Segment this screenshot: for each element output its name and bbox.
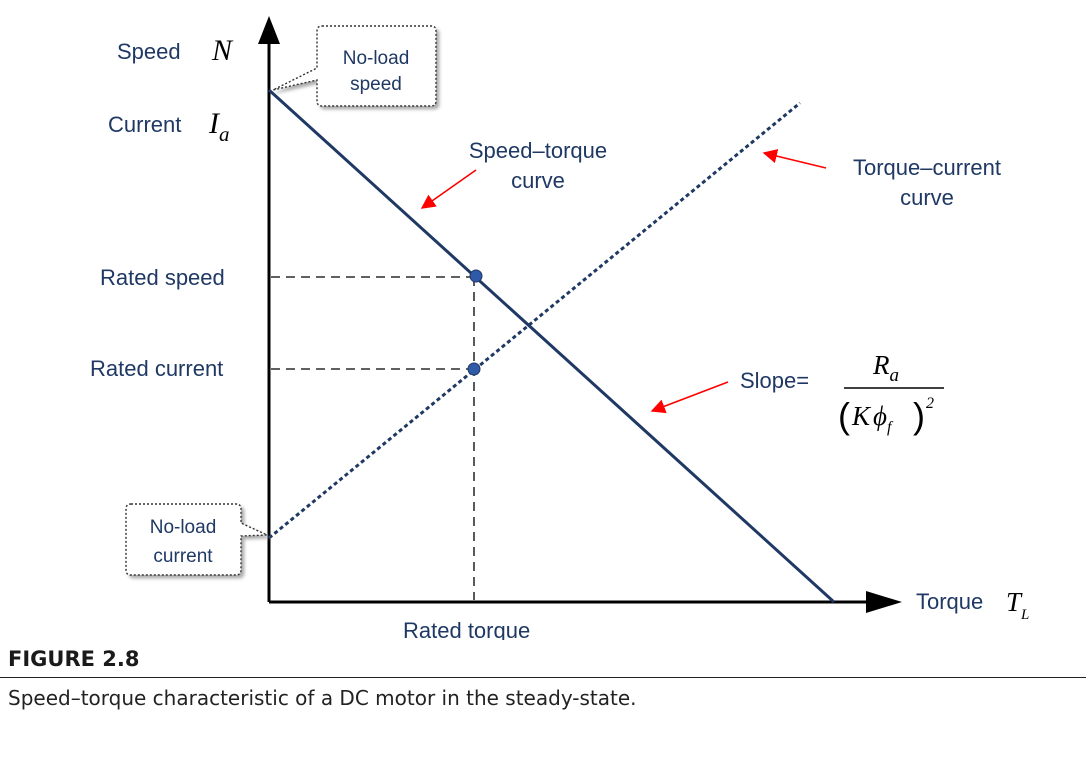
x-axis-arrow-icon <box>866 591 902 613</box>
y-symbol-speed: N <box>211 34 234 67</box>
rated-speed-label: Rated speed <box>100 265 225 290</box>
slope-denominator-phi: ϕf <box>873 401 894 436</box>
y-label-current: Current <box>108 112 181 137</box>
no-load-current-line2: current <box>153 546 213 567</box>
torque-current-curve <box>268 101 801 540</box>
y-label-speed: Speed <box>117 39 181 64</box>
slope-exponent: 2 <box>926 395 934 412</box>
torque-current-label-line2: curve <box>900 185 954 210</box>
speed-torque-diagram: Speed N Current Ia Torque TL Rated speed… <box>90 16 1029 640</box>
slope-label: Slope= <box>740 368 809 393</box>
speed-torque-pointer-arrow-icon <box>420 169 477 209</box>
no-load-speed-line2: speed <box>350 74 402 95</box>
speed-torque-curve <box>267 88 836 604</box>
no-load-speed-callout: No-load speed <box>272 25 437 107</box>
y-symbol-current: Ia <box>208 107 230 146</box>
x-symbol-torque: TL <box>1006 587 1029 623</box>
no-load-current-line1: No-load <box>150 517 217 538</box>
rated-speed-point <box>469 269 483 283</box>
rated-torque-label: Rated torque <box>403 618 530 640</box>
torque-current-label-line1: Torque–current <box>853 155 1001 180</box>
caption-divider <box>0 677 1086 678</box>
x-label-torque: Torque <box>916 589 983 614</box>
rated-current-label: Rated current <box>90 356 223 381</box>
slope-numerator: Ra <box>872 350 899 386</box>
slope-formula: Ra ( K ϕf ) 2 <box>838 350 944 436</box>
slope-denominator-k: K <box>851 401 872 431</box>
y-axis-arrow-icon <box>258 16 280 44</box>
slope-pointer-arrow-icon <box>650 381 729 414</box>
speed-torque-label-line1: Speed–torque <box>469 138 607 163</box>
rated-current-point <box>467 362 481 376</box>
torque-current-pointer-arrow-icon <box>762 149 827 169</box>
figure-caption: Speed–torque characteristic of a DC moto… <box>8 686 637 710</box>
no-load-current-callout: No-load current <box>125 503 268 576</box>
speed-torque-label-line2: curve <box>511 168 565 193</box>
slope-denominator-open: ( <box>838 395 850 436</box>
no-load-speed-line1: No-load <box>343 48 410 69</box>
slope-denominator-close: ) <box>913 395 925 436</box>
figure-label: FIGURE 2.8 <box>8 647 140 671</box>
